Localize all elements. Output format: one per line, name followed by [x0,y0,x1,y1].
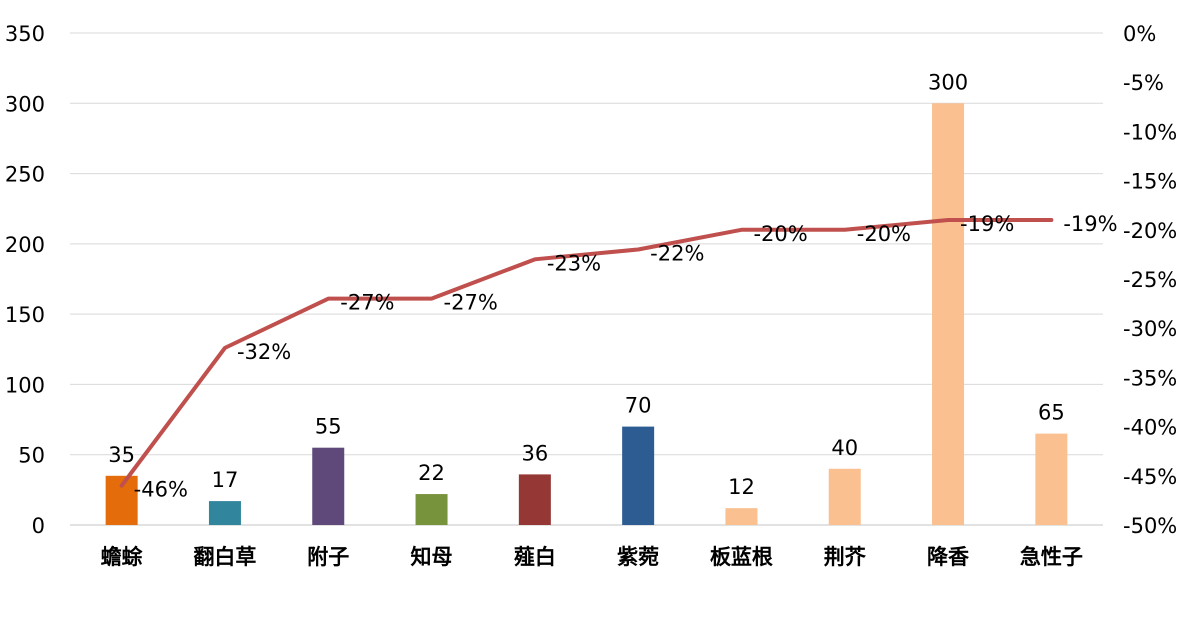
bar-value-label: 12 [728,475,755,499]
bar-value-label: 35 [108,443,135,467]
y-left-tick-label: 250 [5,163,45,187]
category-label: 降香 [927,545,970,569]
bar-value-label: 70 [625,394,652,418]
category-label: 知母 [411,545,453,569]
y-left-tick-label: 200 [5,233,45,257]
y-right-tick-label: -30% [1123,317,1177,341]
line-value-label: -22% [650,241,704,265]
y-left-tick-label: 150 [5,303,45,327]
y-left-tick-label: 350 [5,22,45,46]
y-right-tick-label: -15% [1123,170,1177,194]
line-value-label: -27% [340,291,394,315]
line-value-label: -46% [134,478,188,502]
category-label: 急性子 [1020,545,1083,569]
y-right-tick-label: -20% [1123,219,1177,243]
y-right-tick-label: -10% [1123,120,1177,144]
category-label: 板蓝根 [710,545,773,569]
y-right-tick-label: -40% [1123,416,1177,440]
category-label: 翻白草 [193,545,256,569]
y-left-tick-label: 50 [18,444,45,468]
category-label: 蟾蜍 [101,545,143,569]
line-value-label: -19% [1063,212,1117,236]
line-value-label: -20% [753,222,807,246]
line-value-label: -20% [857,222,911,246]
line-value-label: -32% [237,340,291,364]
y-right-tick-label: 0% [1123,22,1156,46]
line-value-label: -19% [960,212,1014,236]
category-label: 紫菀 [617,545,659,569]
bar-value-label: 36 [521,441,548,465]
line-value-label: -27% [444,291,498,315]
bar-value-label: 17 [212,468,239,492]
y-left-tick-label: 0 [32,514,45,538]
y-right-tick-label: -45% [1123,465,1177,489]
bar [1035,433,1068,525]
bar-value-label: 65 [1038,401,1065,425]
y-right-tick-label: -25% [1123,268,1177,292]
bar [828,468,861,525]
bar [725,508,758,525]
line-series [119,217,1054,488]
bar [932,103,965,526]
category-label: 附子 [307,545,349,569]
bar [622,426,655,525]
bar-value-label: 55 [315,415,342,439]
bar [415,494,448,525]
y-right-tick-label: -35% [1123,366,1177,390]
category-label: 荆芥 [824,545,867,569]
bar [208,501,241,525]
y-right-tick-label: -5% [1123,71,1164,95]
y-right-tick-label: -50% [1123,514,1177,538]
bar-value-label: 40 [831,436,858,460]
bar [518,474,551,525]
y-left-tick-label: 100 [5,373,45,397]
y-left-tick-label: 300 [5,92,45,116]
bar-value-label: 300 [928,70,968,94]
bar-value-label: 22 [418,461,445,485]
line-value-label: -23% [547,251,601,275]
bar [312,447,345,525]
category-label: 薤白 [514,545,556,569]
